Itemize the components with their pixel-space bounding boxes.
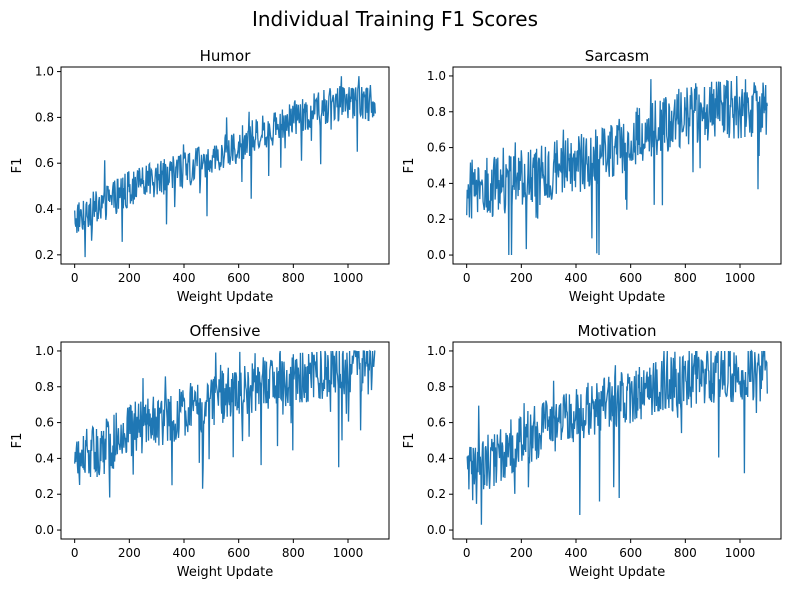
panel-sarcasm: Sarcasm 0 200 400 600 800 1000 0.0 0.2 0.4 0.6 0.8 1…	[402, 47, 782, 305]
y-tick-label: 0.6	[35, 156, 54, 170]
series-line-sarcasm	[466, 75, 768, 256]
axes-frame	[60, 66, 390, 265]
y-tick-label: 0.0	[35, 523, 54, 537]
y-tick-label: 0.0	[427, 523, 446, 537]
x-tick-label: 200	[118, 271, 141, 285]
x-tick-label: 400	[565, 546, 588, 560]
x-tick-label: 600	[619, 271, 642, 285]
panel-offensive: Offensive 0 200 400 600 800 1000 0.0 0.2 0.4 0.6 0.…	[10, 322, 390, 580]
y-tick-label: 0.2	[427, 212, 446, 226]
y-tick-label: 0.6	[35, 416, 54, 430]
y-tick-label: 0.2	[35, 487, 54, 501]
x-tick-label: 200	[118, 546, 141, 560]
y-tick-label: 0.2	[35, 248, 54, 262]
x-tick-label: 400	[565, 271, 588, 285]
x-tick-label: 1000	[725, 271, 756, 285]
x-tick-label: 1000	[333, 271, 364, 285]
x-tick-label: 1000	[725, 546, 756, 560]
panel-title: Motivation	[578, 322, 657, 340]
panel-title: Sarcasm	[585, 47, 649, 65]
x-tick-label: 600	[227, 546, 250, 560]
x-axis-label: Weight Update	[177, 565, 274, 580]
axes-frame	[60, 341, 390, 540]
y-tick-label: 0.8	[427, 380, 446, 394]
x-tick-label: 400	[173, 271, 196, 285]
y-axis-label: F1	[10, 158, 25, 174]
y-tick-label: 0.8	[427, 105, 446, 119]
y-axis-label: F1	[10, 433, 25, 449]
y-tick-label: 0.4	[427, 451, 446, 465]
y-tick-label: 0.4	[35, 451, 54, 465]
x-tick-label: 800	[674, 546, 697, 560]
x-tick-label: 0	[71, 271, 79, 285]
y-tick-label: 0.8	[35, 110, 54, 124]
panel-humor: Humor 0 200 400 600 800 1000 0.2 0.4 0.6 0.8 1.0 Wei…	[10, 47, 390, 305]
series-line-humor	[74, 76, 376, 258]
x-tick-label: 200	[510, 546, 533, 560]
x-tick-label: 400	[173, 546, 196, 560]
y-tick-label: 0.6	[427, 416, 446, 430]
x-tick-label: 0	[463, 546, 471, 560]
axes-frame	[452, 66, 782, 265]
y-tick-label: 1.0	[35, 344, 54, 358]
axes-frame	[452, 341, 782, 540]
y-tick-label: 1.0	[35, 65, 54, 79]
x-tick-label: 600	[619, 546, 642, 560]
y-tick-label: 0.0	[427, 248, 446, 262]
x-tick-label: 800	[674, 271, 697, 285]
panel-title: Offensive	[190, 322, 261, 340]
y-tick-label: 0.2	[427, 487, 446, 501]
y-tick-label: 0.8	[35, 380, 54, 394]
x-tick-label: 1000	[333, 546, 364, 560]
y-tick-label: 1.0	[427, 69, 446, 83]
x-tick-label: 200	[510, 271, 533, 285]
x-axis-label: Weight Update	[569, 565, 666, 580]
x-tick-label: 0	[71, 546, 79, 560]
x-axis-label: Weight Update	[569, 290, 666, 305]
y-tick-label: 0.4	[427, 176, 446, 190]
y-tick-label: 0.4	[35, 202, 54, 216]
y-axis-label: F1	[402, 158, 417, 174]
x-tick-label: 0	[463, 271, 471, 285]
x-axis-label: Weight Update	[177, 290, 274, 305]
x-tick-label: 600	[227, 271, 250, 285]
series-line-motivation	[466, 349, 768, 525]
y-tick-label: 0.6	[427, 141, 446, 155]
panel-motivation: Motivation 0 200 400 600 800 1000 0.0 0.2 0.4 0.6 0…	[402, 322, 782, 580]
x-tick-label: 800	[282, 271, 305, 285]
panel-title: Humor	[200, 47, 252, 65]
x-tick-label: 800	[282, 546, 305, 560]
figure-title: Individual Training F1 Scores	[252, 7, 538, 31]
y-axis-label: F1	[402, 433, 417, 449]
y-tick-label: 1.0	[427, 344, 446, 358]
series-line-offensive	[74, 349, 376, 498]
